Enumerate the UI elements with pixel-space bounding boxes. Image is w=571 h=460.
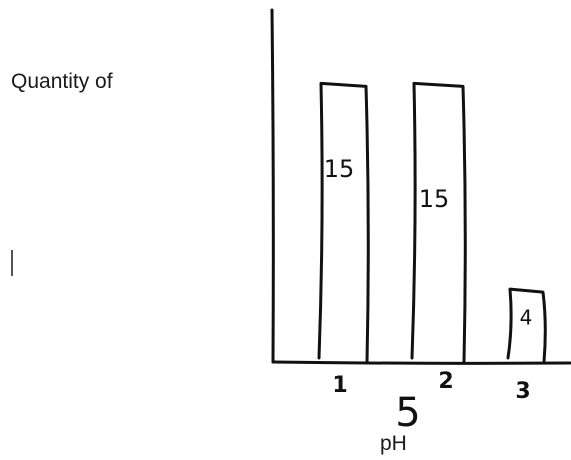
x-tick-label-3: 3 xyxy=(515,379,530,404)
annotation-5: 5 xyxy=(395,390,420,436)
data-label-1: 15 xyxy=(324,155,355,183)
data-label-3: 4 xyxy=(520,306,533,330)
bar-1 xyxy=(317,81,370,364)
x-tick-label-1: 1 xyxy=(332,373,347,398)
x-tick-label-2: 2 xyxy=(438,369,453,394)
bar-3 xyxy=(506,287,547,364)
chart-labels: 15 1 15 2 4 3 5 xyxy=(324,155,533,436)
x-axis-line xyxy=(271,360,571,365)
x-axis-label: pH xyxy=(380,432,407,455)
y-axis-line xyxy=(270,8,275,364)
chart-axes xyxy=(270,8,571,365)
chart-bars xyxy=(317,81,547,364)
text-cursor xyxy=(11,250,13,276)
data-label-2: 15 xyxy=(419,185,450,213)
bar-2 xyxy=(410,81,467,364)
y-axis-label: Quantity of xyxy=(11,70,113,93)
